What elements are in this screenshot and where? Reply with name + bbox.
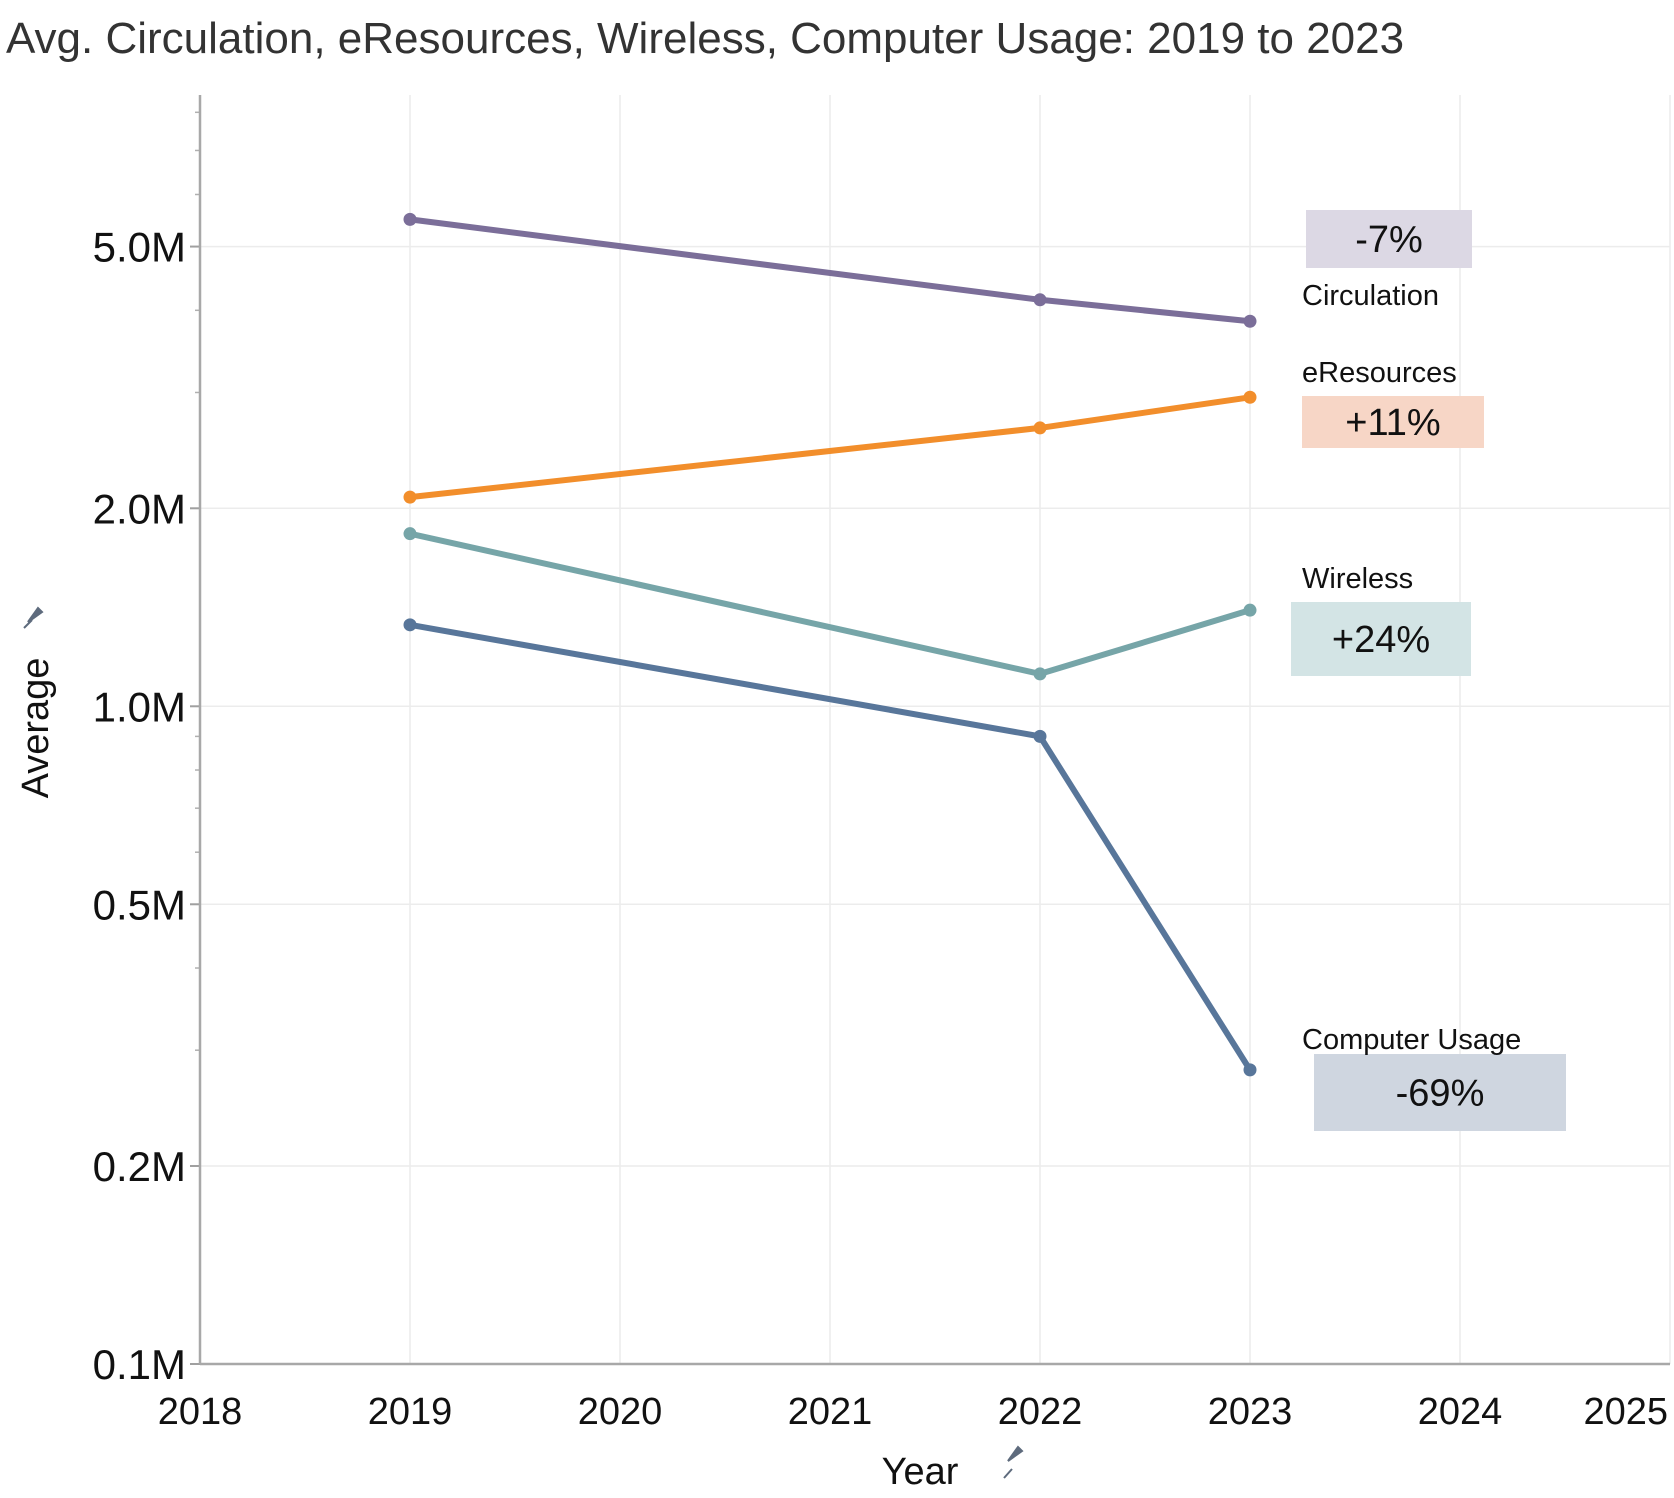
x-axis-title: Year <box>882 1451 959 1493</box>
change-label: +11% <box>1345 402 1440 444</box>
series-label: eResources <box>1302 357 1457 389</box>
series-label: Wireless <box>1302 563 1413 595</box>
x-tick-label: 2022 <box>998 1391 1083 1433</box>
y-tick-label: 1.0M <box>93 683 186 730</box>
x-tick-label: 2025 <box>1583 1391 1668 1433</box>
chart-title: Avg. Circulation, eResources, Wireless, … <box>6 14 1405 63</box>
series-label: Computer Usage <box>1302 1024 1521 1056</box>
series-layer <box>403 212 1257 1077</box>
data-point <box>1243 603 1257 617</box>
data-point <box>1243 314 1257 328</box>
axis-layer: 2018 2019 2020 2021 2022 2023 2024 2025 0.1M 0.2M… <box>15 95 1670 1493</box>
data-point <box>403 527 417 541</box>
data-point <box>1033 729 1047 743</box>
data-point <box>403 212 417 226</box>
x-tick-label: 2021 <box>788 1391 873 1433</box>
y-tick-label: 0.5M <box>93 881 186 928</box>
change-badge <box>1306 210 1472 268</box>
y-tick-label: 0.2M <box>93 1143 186 1190</box>
x-tick-label: 2024 <box>1418 1391 1503 1433</box>
data-point <box>1243 1063 1257 1077</box>
x-tick-label: 2023 <box>1208 1391 1293 1433</box>
data-point <box>1033 293 1047 307</box>
y-tick-label: 2.0M <box>93 485 186 532</box>
y-axis-title: Average <box>15 658 57 799</box>
series-label: Circulation <box>1302 280 1439 312</box>
pin-icon <box>1003 1445 1024 1479</box>
data-point <box>403 490 417 504</box>
data-point <box>1033 667 1047 681</box>
x-tick-label: 2020 <box>578 1391 663 1433</box>
change-label: +24% <box>1332 619 1430 661</box>
pin-icon <box>23 606 44 629</box>
change-label: -69% <box>1396 1073 1485 1115</box>
change-label: -7% <box>1355 219 1423 261</box>
x-tick-label: 2018 <box>158 1391 243 1433</box>
data-point <box>403 618 417 632</box>
data-point <box>1033 421 1047 435</box>
x-tick-label: 2019 <box>368 1391 453 1433</box>
change-badge <box>1314 1054 1566 1131</box>
y-tick-label: 5.0M <box>93 224 186 271</box>
label-layer: -7% Circulation +11% eResources +24% Wireless… <box>1291 210 1566 1131</box>
change-badge <box>1302 396 1484 448</box>
change-badge <box>1291 602 1471 676</box>
y-tick-label: 0.1M <box>93 1341 186 1388</box>
data-point <box>1243 390 1257 404</box>
